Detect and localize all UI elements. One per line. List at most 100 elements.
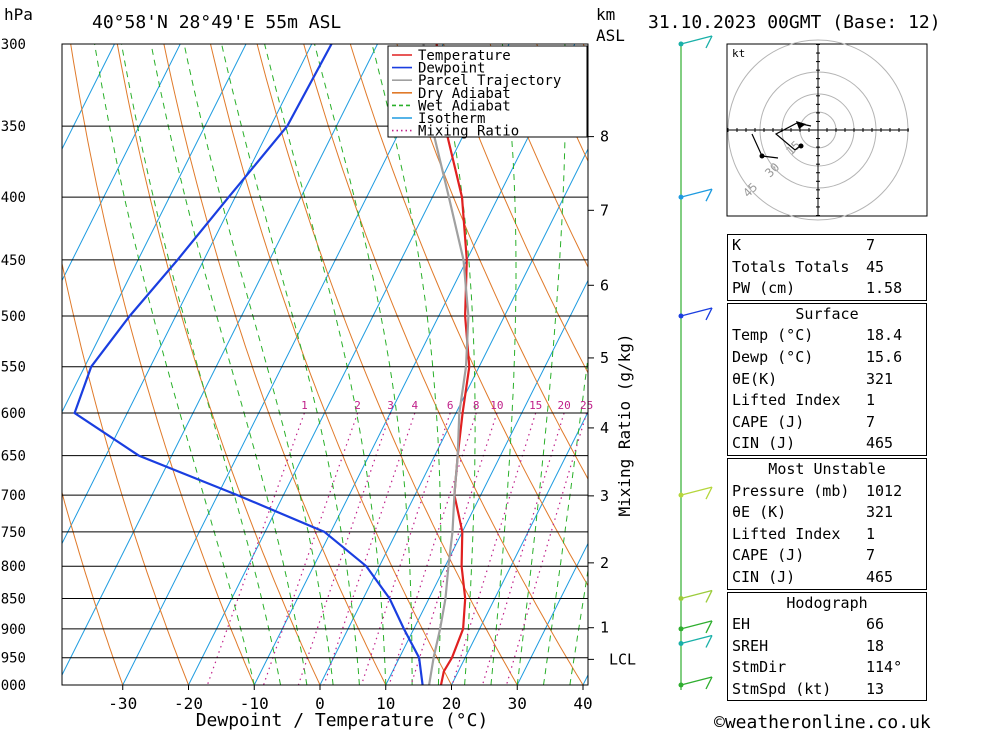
pw-label: PW (cm) <box>732 278 795 300</box>
hodograph: kt 15 30 45 <box>727 40 927 220</box>
height-unit-asl: ASL <box>596 26 625 45</box>
pw-value: 1.58 <box>866 278 922 300</box>
isotherm-line <box>189 44 510 685</box>
dry-adiabat-line <box>24 44 188 685</box>
pressure-tick-label: 650 <box>1 449 26 465</box>
mixing-ratio-label: 15 <box>529 399 542 412</box>
pressure-axis-ticks: 3003504004505005506006507007508008509009… <box>0 37 26 694</box>
height-tick-label: 1 <box>600 619 609 637</box>
pressure-tick-label: 550 <box>1 360 26 376</box>
mu-cin-label: CIN (J) <box>732 567 795 589</box>
wind-barb-staff <box>681 635 712 643</box>
mu-theta-label: θE (K) <box>732 502 786 524</box>
height-tick-label: 4 <box>600 419 609 437</box>
x-tick-label: 30 <box>508 694 527 713</box>
hodo-title: Hodograph <box>732 593 922 615</box>
surface-cin-value: 465 <box>866 433 922 455</box>
isotherm-line <box>123 44 444 685</box>
datetime-title: 31.10.2023 00GMT (Base: 12) <box>648 12 941 33</box>
stmspd-label: StmSpd (kt) <box>732 679 831 701</box>
surface-cape-label: CAPE (J) <box>732 412 804 434</box>
surface-cape-value: 7 <box>866 412 922 434</box>
x-tick-label: 40 <box>573 694 592 713</box>
wind-barb-staff <box>681 487 712 495</box>
surface-temp-value: 18.4 <box>866 325 922 347</box>
height-tick-label: 6 <box>600 276 609 294</box>
isotherm-line <box>452 44 773 685</box>
x-tick-label: -30 <box>108 694 137 713</box>
pressure-tick-label: 750 <box>1 525 26 541</box>
wind-barbs <box>679 36 713 690</box>
pressure-unit: hPa <box>4 5 33 24</box>
surface-li-value: 1 <box>866 390 922 412</box>
surface-theta-label: θE(K) <box>732 369 777 391</box>
hodograph-point <box>760 154 765 159</box>
dry-adiabat-line <box>304 44 583 685</box>
mu-pressure-label: Pressure (mb) <box>732 481 849 503</box>
pressure-tick-label: 600 <box>1 406 26 422</box>
indices-most-unstable: Most Unstable Pressure (mb)1012 θE (K)32… <box>727 458 927 590</box>
profile-series <box>75 44 470 685</box>
mu-cape-value: 7 <box>866 545 922 567</box>
pressure-tick-label: 450 <box>1 253 26 269</box>
height-tick-label: 3 <box>600 487 609 505</box>
stmdir-label: StmDir <box>732 657 786 679</box>
pressure-tick-label: 500 <box>1 309 26 325</box>
wind-barb-staff <box>681 189 712 197</box>
wind-barb-staff <box>681 36 712 44</box>
surface-title: Surface <box>732 304 922 326</box>
wet-adiabat-line <box>184 44 333 685</box>
wind-barb-staff <box>681 590 712 598</box>
wet-adiabat-line <box>222 44 360 685</box>
height-tick-label: LCL <box>609 650 636 668</box>
pressure-tick-label: 800 <box>1 559 26 575</box>
wet-adiabat-line <box>95 44 255 685</box>
pressure-tick-label: 850 <box>1 591 26 607</box>
legend-label: Mixing Ratio <box>418 124 519 140</box>
surface-theta-value: 321 <box>866 369 922 391</box>
pressure-tick-label: 1000 <box>0 678 26 694</box>
k-value: 7 <box>866 235 922 257</box>
isotherm-line <box>386 44 707 685</box>
height-unit-km: km <box>596 5 615 24</box>
height-tick-label: 5 <box>600 349 609 367</box>
dry-adiabat-line <box>211 44 452 685</box>
wind-barb-staff <box>681 621 712 629</box>
surface-dewp-value: 15.6 <box>866 347 922 369</box>
mixing-ratio-label: 2 <box>354 399 361 412</box>
mixing-ratio-label: 25 <box>580 399 593 412</box>
mu-cin-value: 465 <box>866 567 922 589</box>
pressure-tick-label: 900 <box>1 622 26 638</box>
isotherm-line <box>0 44 312 685</box>
mixing-ratio-label: 20 <box>557 399 570 412</box>
pressure-tick-label: 950 <box>1 651 26 667</box>
dry-adiabat-line <box>71 44 255 685</box>
totals-label: Totals Totals <box>732 257 849 279</box>
mixing-ratio-label: 3 <box>387 399 394 412</box>
sreh-value: 18 <box>866 636 922 658</box>
totals-value: 45 <box>866 257 922 279</box>
mixing-ratio-axis-label: Mixing Ratio (g/kg) <box>615 333 634 516</box>
surface-cin-label: CIN (J) <box>732 433 795 455</box>
mixing-ratio-label: 8 <box>473 399 480 412</box>
surface-temp-label: Temp (°C) <box>732 325 813 347</box>
series-parcel-trajectory <box>424 44 469 685</box>
isotherm-line <box>254 44 575 685</box>
height-tick-label: 8 <box>600 128 609 146</box>
surface-li-label: Lifted Index <box>732 390 840 412</box>
mu-title: Most Unstable <box>732 459 922 481</box>
wet-adiabat-line <box>122 44 281 685</box>
credit: ©weatheronline.co.uk <box>714 712 931 733</box>
wet-adiabat-line <box>517 44 565 685</box>
pressure-tick-label: 700 <box>1 488 26 504</box>
series-dewpoint <box>75 44 423 685</box>
stmspd-value: 13 <box>866 679 922 701</box>
mixing-ratio-label: 6 <box>447 399 454 412</box>
